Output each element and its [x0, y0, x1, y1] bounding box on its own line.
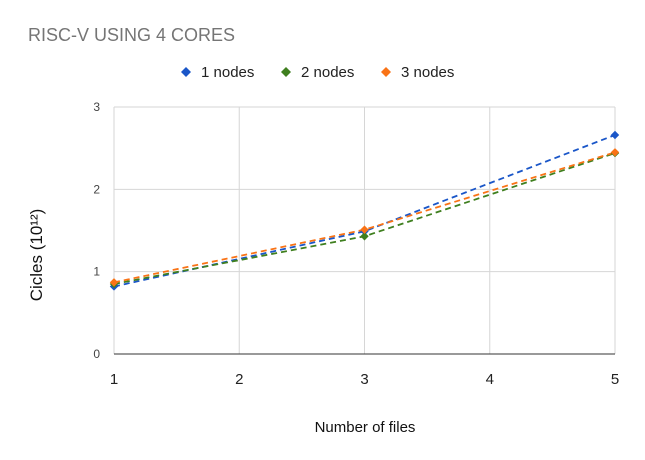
data-point-s3-p3: [610, 148, 620, 157]
y-tick-label: 0: [93, 347, 100, 361]
legend: 1 nodes 2 nodes 3 nodes: [181, 64, 454, 81]
x-tick-label: 1: [110, 371, 118, 388]
data-point-s3-p1: [109, 278, 119, 287]
x-tick-label: 3: [360, 371, 368, 388]
legend-swatch-1: [181, 67, 191, 77]
y-axis-ticks: 0 1 2 3: [93, 100, 100, 361]
x-tick-label: 2: [235, 371, 243, 388]
y-axis-title: Cicles (10¹²): [27, 209, 46, 302]
legend-swatch-2: [281, 67, 291, 77]
series-markers: [109, 130, 620, 291]
data-point-s2-p2: [360, 232, 369, 241]
horizontal-gridlines: [114, 106, 615, 355]
legend-swatch-3: [381, 67, 391, 77]
x-axis-title: Number of files: [315, 419, 416, 436]
x-axis-ticks: 1 2 3 4 5: [110, 371, 619, 388]
y-tick-label: 3: [93, 100, 100, 114]
chart-title: RISC-V USING 4 CORES: [28, 25, 235, 45]
x-tick-label: 5: [611, 371, 619, 388]
data-point-s3-p2: [360, 225, 369, 234]
x-tick-label: 4: [486, 371, 494, 388]
y-tick-label: 2: [93, 182, 100, 196]
legend-label-2: 2 nodes: [301, 64, 354, 81]
legend-label-3: 3 nodes: [401, 64, 454, 81]
legend-label-1: 1 nodes: [201, 64, 254, 81]
y-tick-label: 1: [93, 265, 100, 279]
data-point-s1-p3: [610, 130, 620, 140]
